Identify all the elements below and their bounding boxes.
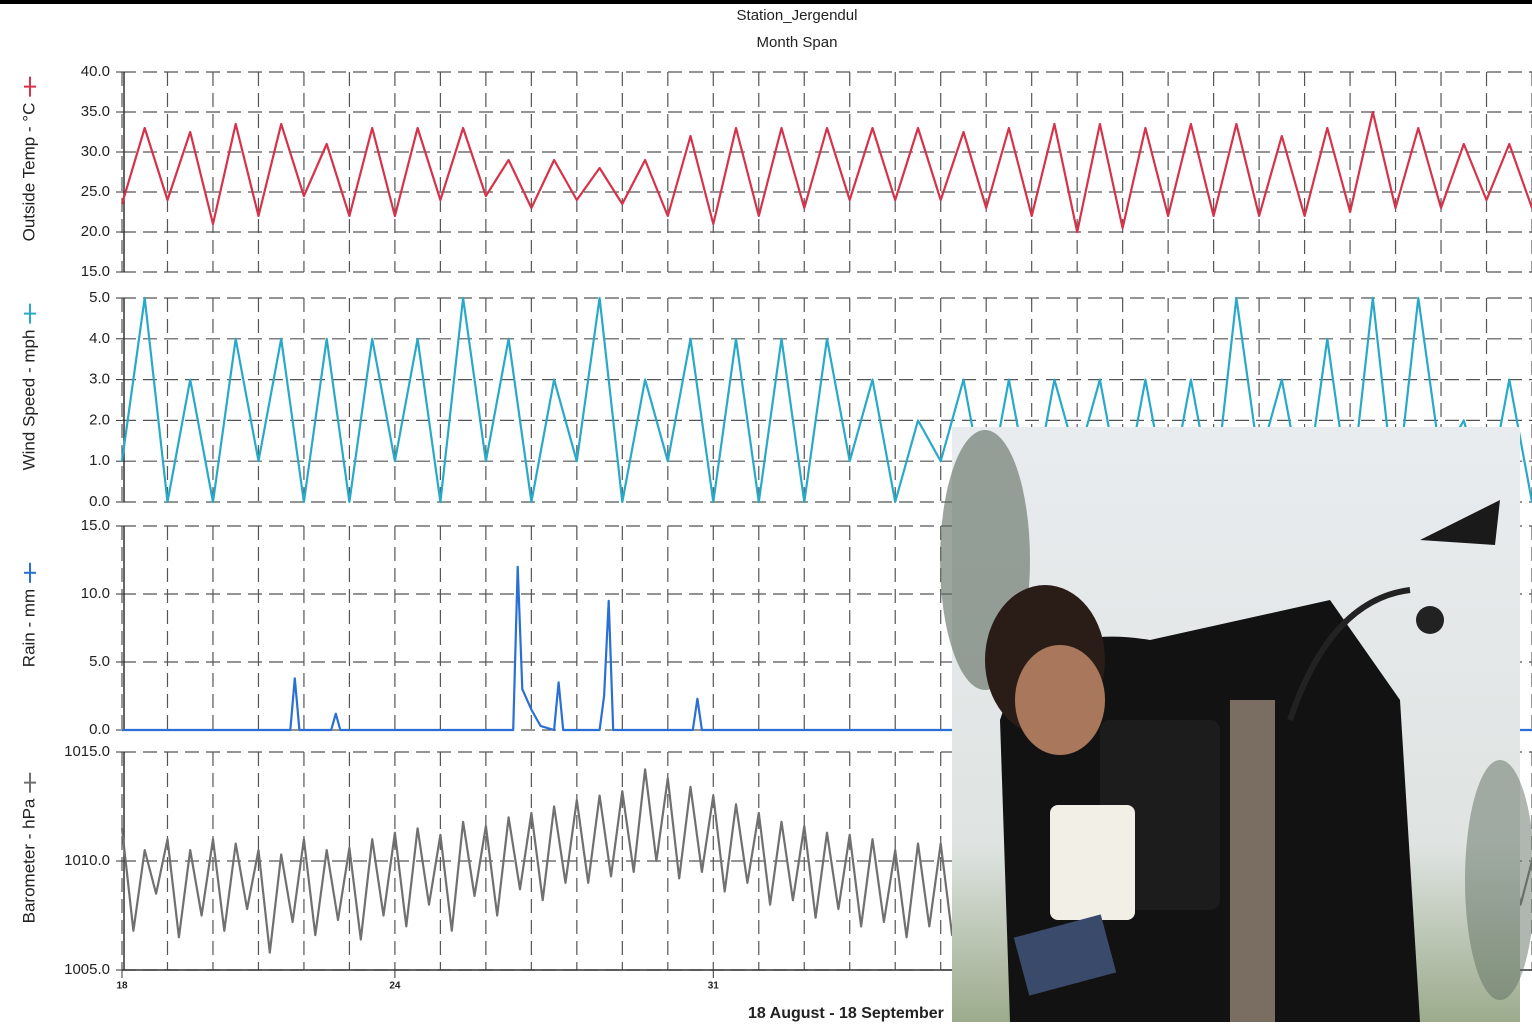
y-tick-label: 0.0 (89, 721, 110, 738)
y-tick-label: 10.0 (81, 585, 110, 602)
data-line (120, 110, 1532, 234)
y-tick-label: 35.0 (81, 103, 110, 120)
y-tick-label: 1015.0 (64, 743, 110, 760)
x-tick-label: 31 (708, 981, 720, 992)
y-axis-title: Wind Speed - mph (19, 330, 38, 471)
y-tick-label: 30.0 (81, 143, 110, 160)
y-tick-label: 5.0 (89, 653, 110, 670)
chart-subtitle: Month Span (757, 34, 838, 51)
y-tick-label: 2.0 (89, 411, 110, 428)
x-tick-label: 18 (116, 981, 128, 992)
y-tick-label: 3.0 (89, 371, 110, 388)
y-tick-label: 20.0 (81, 223, 110, 240)
y-tick-label: 5.0 (89, 289, 110, 306)
y-tick-label: 25.0 (81, 183, 110, 200)
top-border (0, 0, 1532, 4)
y-tick-label: 1005.0 (64, 961, 110, 978)
data-line (122, 565, 1532, 732)
x-tick-label: 24 (389, 981, 401, 992)
y-axis-title: Outside Temp - °C (19, 103, 38, 242)
y-tick-label: 0.0 (89, 493, 110, 510)
data-line (120, 296, 1532, 504)
y-tick-label: 1010.0 (64, 852, 110, 869)
y-axis-title: Barometer - hPa (19, 798, 38, 923)
chart-title: Station_Jergendul (737, 7, 858, 24)
x-axis-title: 18 August - 18 September (748, 1005, 944, 1022)
y-tick-label: 40.0 (81, 63, 110, 80)
y-tick-label: 15.0 (81, 263, 110, 280)
y-tick-label: 15.0 (81, 517, 110, 534)
y-tick-label: 4.0 (89, 330, 110, 347)
y-tick-label: 1.0 (89, 452, 110, 469)
y-axis-title: Rain - mm (19, 589, 38, 667)
